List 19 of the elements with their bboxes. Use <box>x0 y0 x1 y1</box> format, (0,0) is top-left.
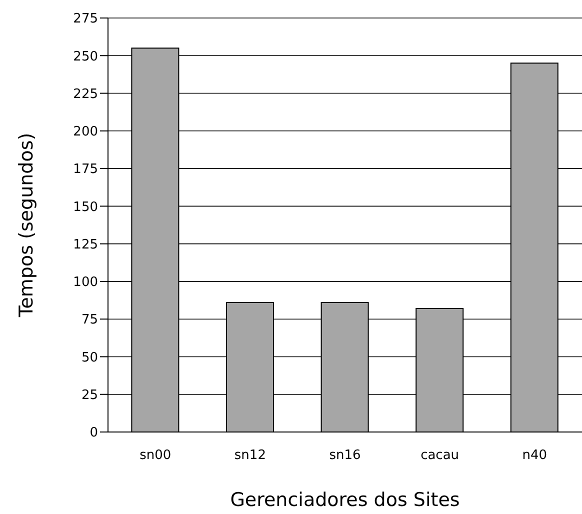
y-tick-label: 250 <box>73 49 98 64</box>
y-axis-title: Tempos (segundos) <box>16 132 38 318</box>
y-tick-label: 200 <box>73 124 98 140</box>
y-tick-label: 25 <box>81 388 98 403</box>
y-tick-label: 150 <box>73 200 98 215</box>
y-tick-label: 75 <box>81 312 98 328</box>
x-tick-label: sn12 <box>234 448 266 464</box>
y-tick-label: 225 <box>73 86 98 102</box>
x-tick-label: cacau <box>420 448 460 464</box>
y-tick-label: 0 <box>90 426 98 441</box>
y-tick-label: 50 <box>81 350 98 366</box>
y-tick-label: 100 <box>73 275 98 290</box>
y-tick-label: 125 <box>73 237 98 252</box>
x-axis-title: Gerenciadores dos Sites <box>230 489 460 511</box>
y-tick-label: 275 <box>73 12 98 27</box>
y-tick-label: 175 <box>73 162 98 178</box>
x-tick-label: sn00 <box>140 448 172 464</box>
x-tick-label: sn16 <box>329 448 361 464</box>
x-tick-label: n40 <box>522 448 547 464</box>
